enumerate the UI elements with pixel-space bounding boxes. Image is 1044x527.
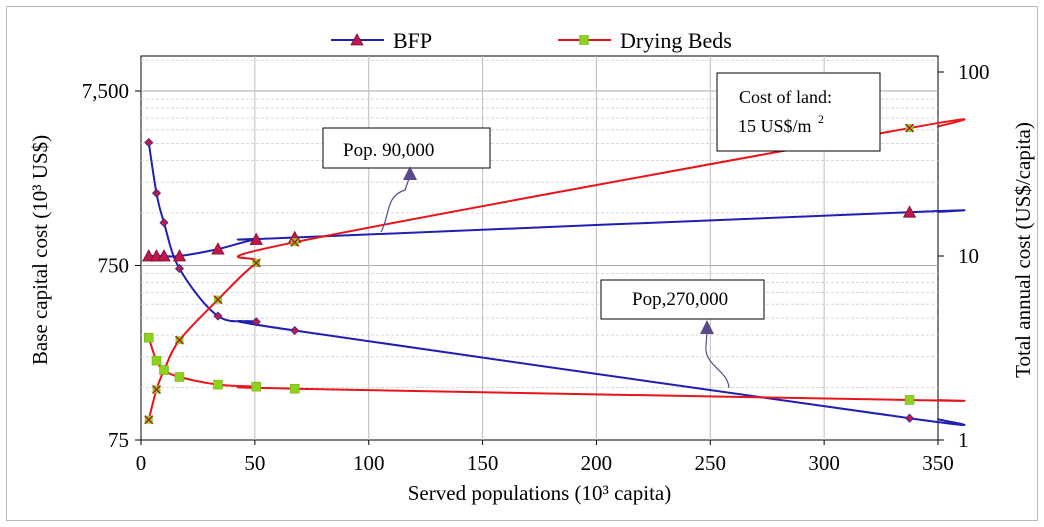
annotation-pop-90000: Pop. 90,000: [343, 140, 434, 161]
x-tick-label: 350: [922, 451, 954, 475]
diamond-marker: [290, 325, 300, 336]
annotation-box: [600, 279, 765, 320]
x-marker: [213, 295, 223, 305]
y-left-tick-label: 750: [98, 254, 130, 278]
x-marker: [251, 258, 261, 268]
x-marker: [290, 237, 300, 247]
diamond-marker: [159, 218, 169, 228]
series-bfp-capital-cost: [144, 137, 966, 426]
square-marker: [143, 332, 154, 343]
square-marker: [251, 381, 261, 392]
square-marker: [213, 379, 223, 390]
x-marker: [151, 385, 161, 395]
axes: 0 50 100 150 200 250 300 350 75 750 7,500 1 10 100 Ser…: [28, 60, 1035, 505]
square-marker: [579, 35, 589, 45]
triangle-marker: [249, 232, 263, 245]
annotation-pointer: [705, 331, 730, 389]
y-right-tick-label: 100: [958, 60, 990, 84]
x-tick-label: 200: [581, 451, 613, 475]
chart-frame: [6, 6, 1038, 521]
legend-label: BFP: [393, 28, 432, 53]
diamond-marker: [213, 311, 223, 321]
x-tick-label: 50: [244, 451, 265, 475]
x-tick-label: 150: [467, 451, 499, 475]
x-tick-label: 250: [695, 451, 727, 475]
annotation-superscript: 2: [818, 112, 824, 126]
x-tick-label: 300: [808, 451, 840, 475]
x-tick-label: 0: [136, 451, 147, 475]
y-left-axis-title: Base capital cost (10³ US$): [28, 135, 52, 365]
annotations: Pop. 90,000 Pop,270,000 Cost of land: 15 US…: [322, 72, 881, 389]
y-right-tick-label: 10: [958, 244, 979, 268]
series-layer: [142, 118, 966, 426]
annotation-arrowhead: [700, 320, 714, 334]
annotation-arrowhead: [403, 166, 417, 180]
annotation-box: [716, 72, 881, 152]
annotation-pop-270000: Pop,270,000: [632, 289, 728, 310]
triangle-marker: [350, 33, 364, 46]
annotation-land-price: 15 US$/m: [738, 116, 812, 136]
x-tick-label: 100: [353, 451, 385, 475]
series-drying-beds-annual-cost: [143, 332, 966, 405]
legend-label: Drying Beds: [620, 28, 732, 53]
triangle-marker: [211, 242, 225, 255]
triangle-marker: [902, 205, 917, 218]
square-marker: [159, 365, 169, 375]
series-bfp-annual-cost: [142, 205, 966, 262]
y-left-tick-label: 75: [108, 428, 129, 452]
diamond-marker: [144, 137, 154, 148]
triangle-marker: [172, 249, 187, 262]
diamond-marker: [174, 264, 185, 274]
diamond-marker: [904, 413, 915, 423]
square-marker: [904, 395, 915, 405]
annotation-cost-of-land: Cost of land:: [739, 87, 832, 107]
x-marker: [905, 123, 915, 133]
square-marker: [289, 383, 300, 394]
triangle-marker: [157, 249, 171, 262]
legend: BFP Drying Beds: [331, 28, 732, 53]
annotation-pointer: [380, 175, 411, 233]
square-marker: [174, 372, 185, 382]
square-marker: [151, 355, 162, 366]
x-axis-title: Served populations (10³ capita): [408, 481, 671, 505]
y-left-tick-label: 7,500: [82, 79, 129, 103]
y-right-tick-label: 1: [958, 428, 969, 452]
diamond-marker: [151, 188, 162, 198]
x-marker: [144, 415, 154, 425]
diamond-marker: [251, 317, 261, 327]
annotation-box: [322, 127, 491, 169]
x-marker: [174, 335, 184, 345]
y-right-axis-title: Total annual cost (US$/capita): [1011, 122, 1035, 378]
